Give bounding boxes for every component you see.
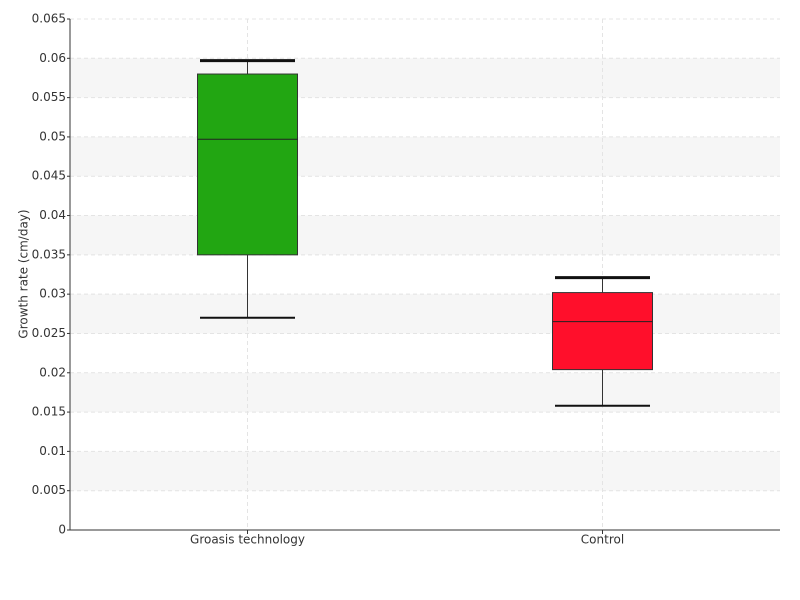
y-tick-label: 0.035 [32,247,66,261]
y-tick-label: 0.02 [39,365,66,379]
y-tick-label: 0.045 [32,169,66,183]
x-tick-label: Control [581,533,624,547]
y-tick-label: 0.04 [39,208,66,222]
y-tick-label: 0.055 [32,90,66,104]
grid-band [70,215,780,255]
grid-band [70,136,780,177]
y-tick-label: 0.06 [39,51,66,65]
box [197,73,298,256]
y-tick-label: 0.05 [39,129,66,143]
y-tick-label: 0.015 [32,405,66,419]
y-tick-label: 0 [58,523,66,537]
y-tick-label: 0.025 [32,326,66,340]
x-tick-label: Groasis technology [190,533,305,547]
y-axis-label: Growth rate (cm/day) [17,209,31,338]
grid-band [70,294,780,334]
y-tick-label: 0.03 [39,287,66,301]
grid-band [70,372,780,413]
grid-band [70,58,780,98]
y-tick-label: 0.005 [32,483,66,497]
y-tick-label: 0.01 [39,444,66,458]
y-tick-label: 0.065 [32,12,66,26]
box [552,292,653,371]
grid-band [70,451,780,491]
